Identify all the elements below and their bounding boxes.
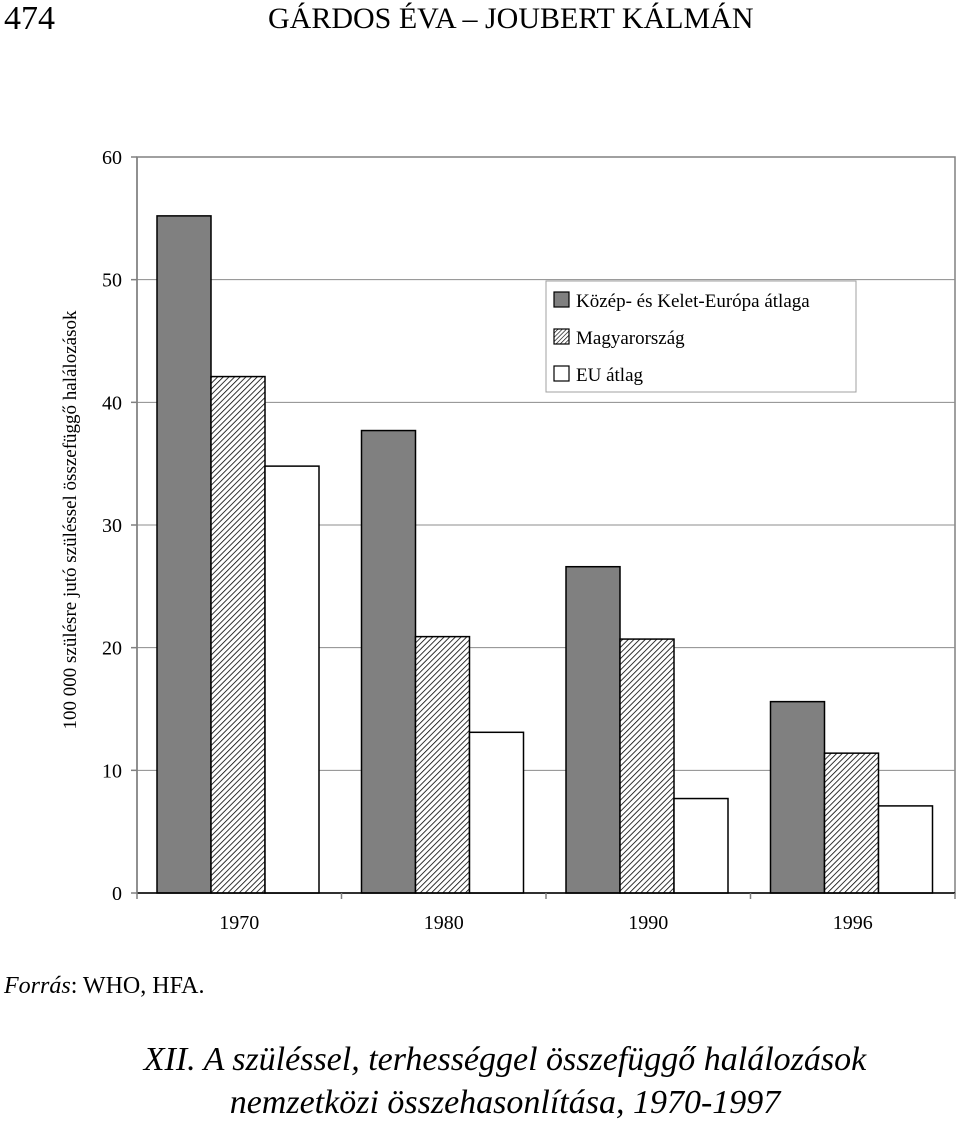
legend: Közép- és Kelet-Európa átlaga Magyarorszá… [545,280,857,393]
bar-chart: 1970 1980 1990 1996 0 10 20 30 40 50 60 100 000 s… [60,147,956,934]
y-tick-label: 30 [102,515,122,537]
source-note: Forrás: WHO, HFA. [4,973,204,1000]
bar-1996-series-2 [823,752,880,894]
y-tick-label: 0 [112,883,122,905]
source-label: Forrás [4,973,71,999]
bar-1996-series-1 [769,700,826,894]
y-axis-label: 100 000 szülésre jutó szüléssel összefüg… [60,310,81,729]
bar-1990-series-3 [673,797,729,894]
y-tick-label: 10 [102,760,122,782]
bar-1980-series-3 [468,731,525,894]
bar-1970-series-3 [264,465,320,894]
x-tick-label: 1990 [628,912,668,934]
x-tick-label: 1996 [833,912,873,934]
bar-1970-series-2 [210,375,266,894]
y-tick-label: 40 [102,392,122,414]
legend-swatch [553,291,570,308]
bar-1996-series-3 [877,805,934,894]
y-tick-label: 20 [102,638,122,660]
y-tick-label: 60 [102,147,122,169]
bar-1990-series-1 [565,565,621,894]
running-title: GÁRDOS ÉVA – JOUBERT KÁLMÁN [268,2,754,35]
x-tick-label: 1980 [424,912,464,934]
page-number: 474 [4,0,55,37]
legend-entry: Közép- és Kelet-Európa átlaga [576,291,810,312]
source-text: : WHO, HFA. [70,973,205,999]
legend-entry: Magyarország [576,328,685,349]
legend-entry: EU átlag [576,365,644,386]
legend-swatch [553,365,570,382]
figure-caption-line-1: XII. A szüléssel, terhességgel összefügg… [143,1041,867,1078]
legend-swatch [553,328,570,345]
bar-1970-series-1 [156,215,212,894]
bar-1990-series-2 [619,638,675,894]
y-tick-label: 50 [102,270,122,292]
bar-1980-series-2 [414,635,471,894]
bar-1980-series-1 [360,429,417,894]
figure-caption-line-2: nemzetközi összehasonlítása, 1970-1997 [229,1084,781,1121]
x-tick-label: 1970 [219,912,259,934]
legend-box [545,280,857,393]
